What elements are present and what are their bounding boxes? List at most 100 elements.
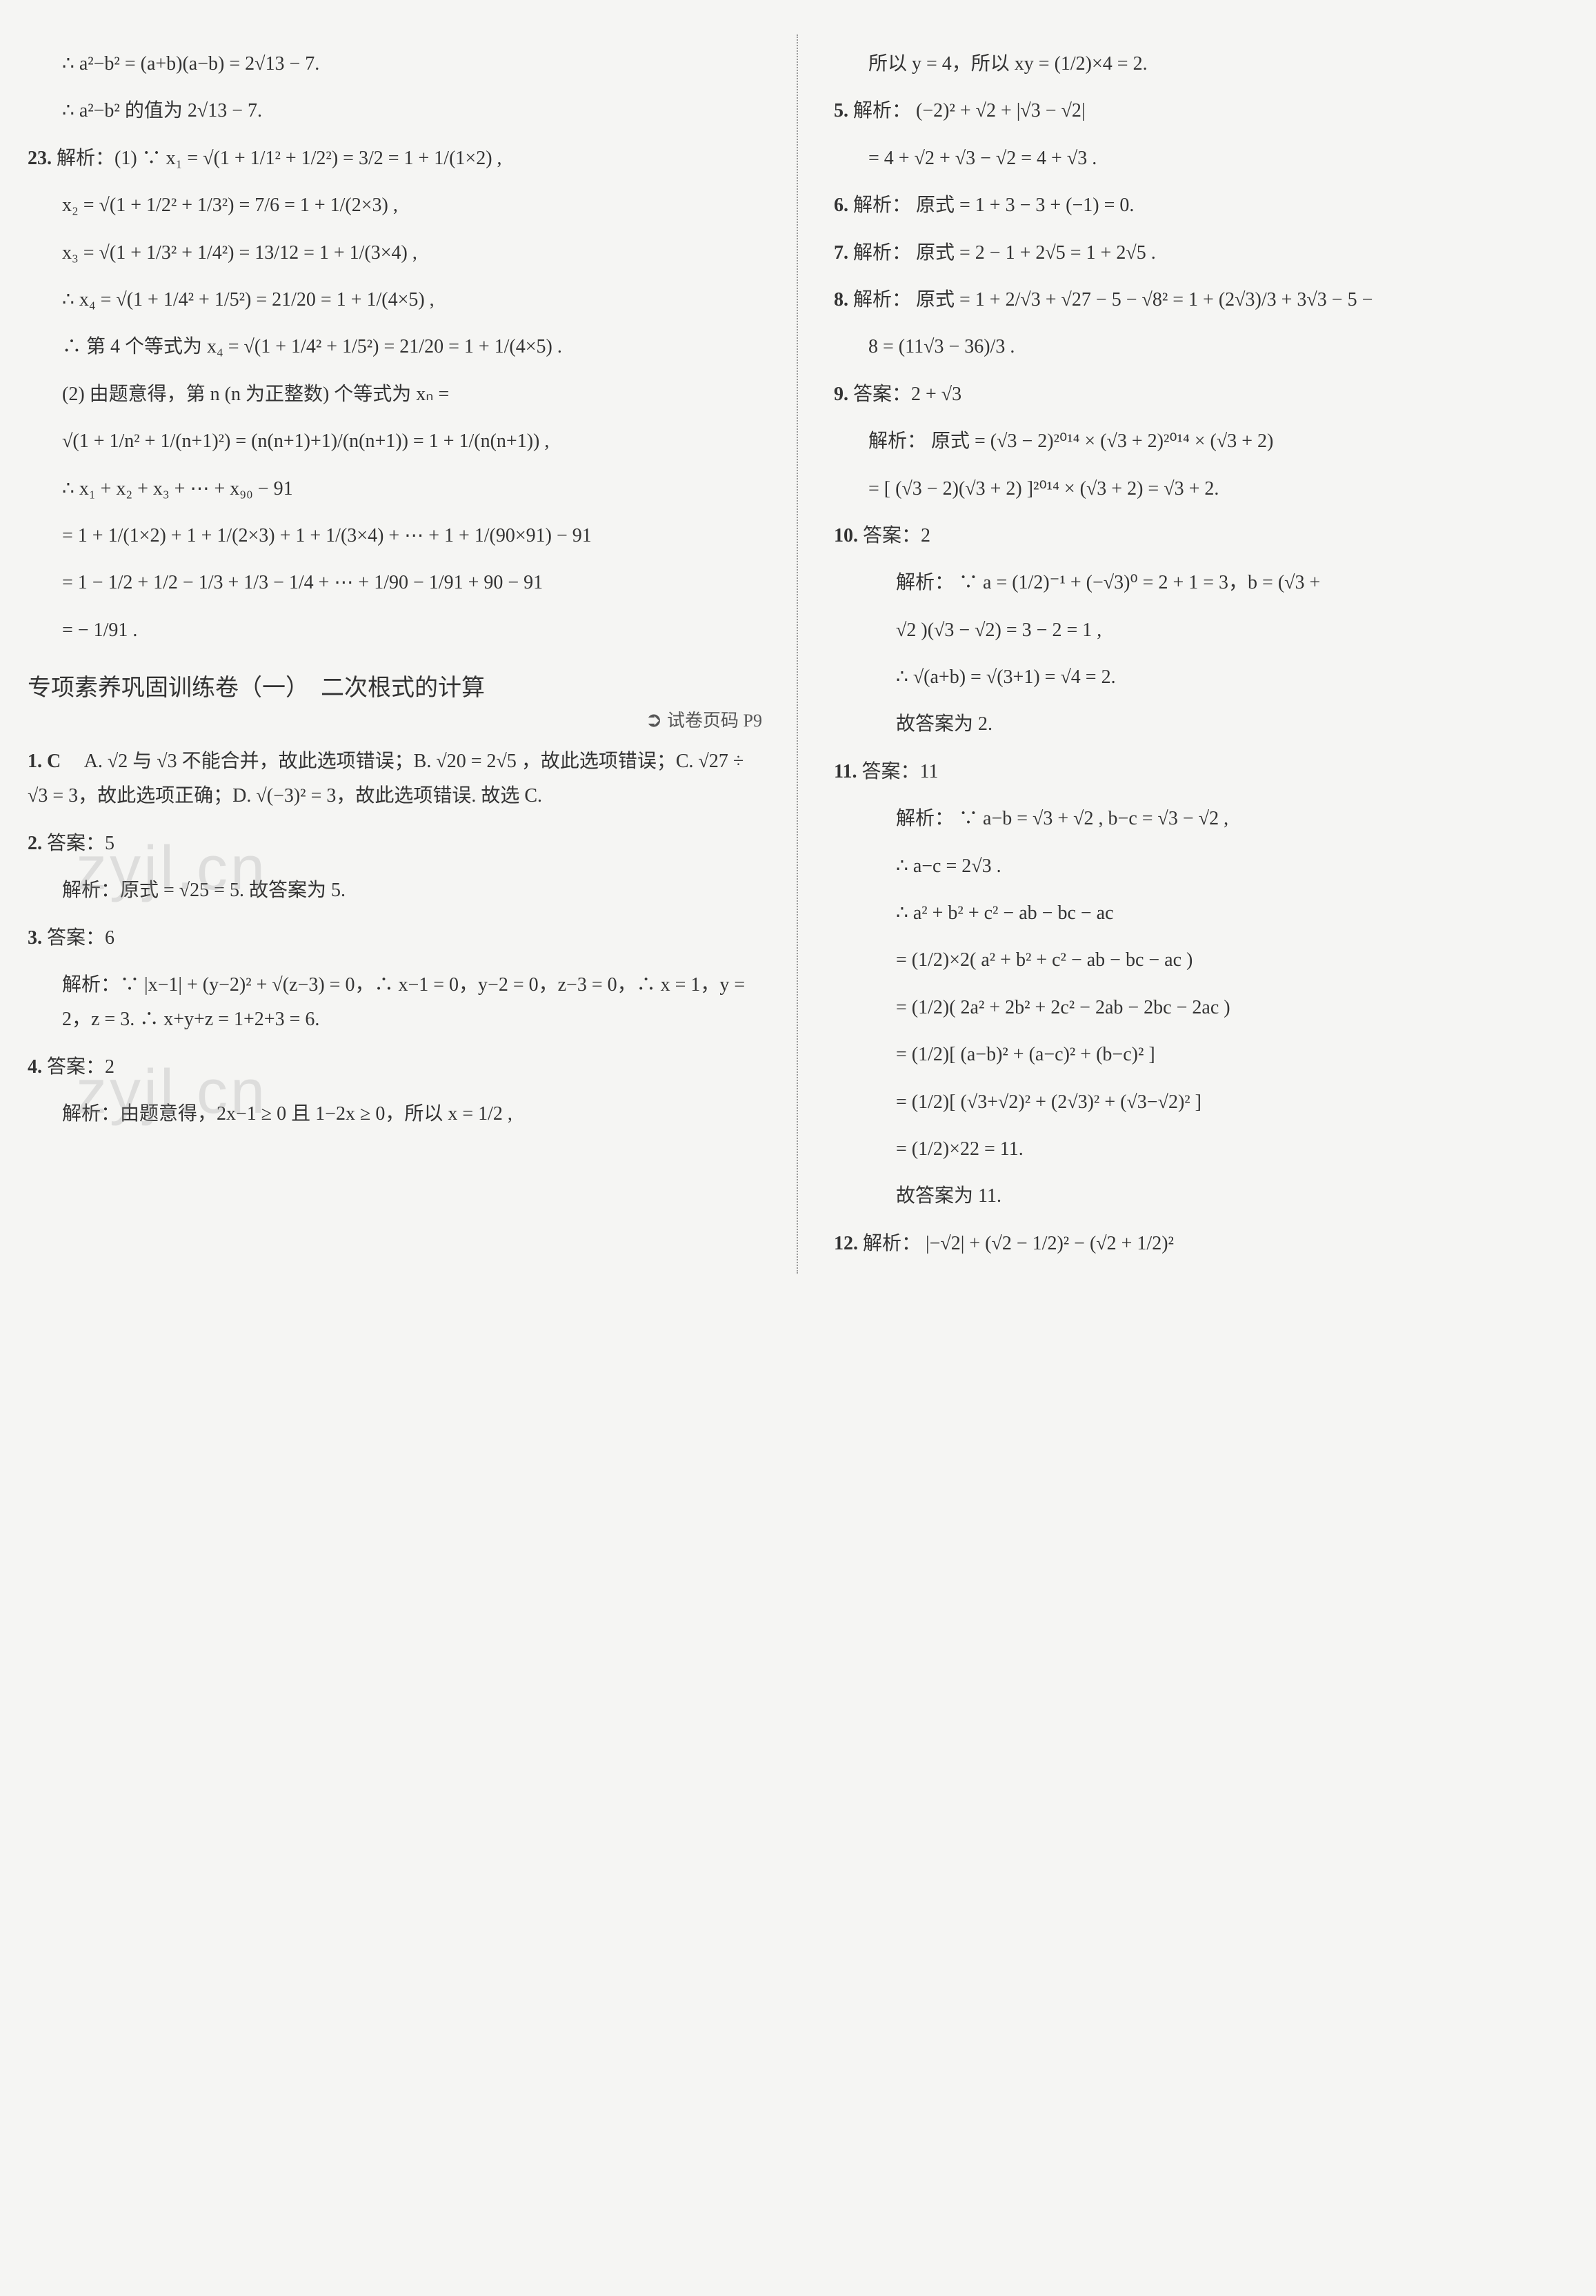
q9-exp-line1: 解析： 原式 = (√3 − 2)²⁰¹⁴ × (√3 + 2)²⁰¹⁴ × (… [834, 424, 1568, 459]
q8-label: 解析： [853, 289, 911, 310]
q9-exp-label: 解析： [868, 430, 926, 452]
q10-l1: ∵ a = (1/2)⁻¹ + (−√3)⁰ = 2 + 1 = 3，b = (… [959, 572, 1320, 593]
q12-body: |−√2| + (√2 − 1/2)² − (√2 + 1/2)² [926, 1233, 1174, 1254]
q11-l7: = (1/2)[ (√3+√2)² + (2√3)² + (√3−√2)² ] [834, 1085, 1568, 1120]
q7-line: 7. 解析： 原式 = 2 − 1 + 2√5 = 1 + 2√5 . [834, 236, 1568, 270]
q9-l2: = [ (√3 − 2)(√3 + 2) ]²⁰¹⁴ × (√3 + 2) = … [834, 472, 1568, 506]
q2-answer-line: 2. 答案：5 [28, 827, 762, 861]
q11-number: 11. [834, 761, 857, 782]
q5-number: 5. [834, 100, 848, 121]
q4-answer-line: 4. 答案：2 [28, 1050, 762, 1085]
q11-l1: ∵ a−b = √3 + √2 , b−c = √3 − √2 , [959, 808, 1228, 829]
q10-l3: ∴ √(a+b) = √(3+1) = √4 = 2. [834, 660, 1568, 695]
q6-label: 解析： [853, 195, 911, 216]
q2-number: 2. [28, 833, 42, 854]
q12-number: 12. [834, 1233, 858, 1254]
q3-exp-label: 解析： [62, 974, 120, 996]
left-column: ∴ a²−b² = (a+b)(a−b) = 2√13 − 7. ∴ a²−b²… [28, 34, 762, 1274]
q8-number: 8. [834, 289, 848, 310]
q11-l3: ∴ a² + b² + c² − ab − bc − ac [834, 896, 1568, 931]
page-root: ∴ a²−b² = (a+b)(a−b) = 2√13 − 7. ∴ a²−b²… [28, 34, 1568, 1274]
q23-line-1: 23. 解析：(1) ∵ x₁ = √(1 + 1/1² + 1/2²) = 3… [28, 141, 762, 176]
q9-ans: 2 + √3 [911, 384, 961, 405]
q3-number: 3. [28, 927, 42, 949]
q2-ans-label: 答案： [47, 833, 105, 854]
q9-answer-line: 9. 答案：2 + √3 [834, 377, 1568, 412]
q23-l8: ∴ x₁ + x₂ + x₃ + ⋯ + x₉₀ − 91 [28, 472, 762, 506]
q23-l1: 解析：(1) ∵ x₁ = √(1 + 1/1² + 1/2²) = 3/2 =… [57, 148, 502, 169]
q6-body: 原式 = 1 + 3 − 3 + (−1) = 0. [916, 195, 1134, 216]
q11-l2: ∴ a−c = 2√3 . [834, 849, 1568, 884]
q11-l6: = (1/2)[ (a−b)² + (a−c)² + (b−c)² ] [834, 1038, 1568, 1072]
q4-ans-label: 答案： [47, 1056, 105, 1078]
q7-label: 解析： [853, 242, 911, 264]
pretext-line-2: ∴ a²−b² 的值为 2√13 − 7. [28, 94, 762, 128]
q5-label: 解析： [853, 100, 911, 121]
q2-block: zyjl.cn 2. 答案：5 解析：原式 = √25 = 5. 故答案为 5. [28, 827, 762, 909]
q6-number: 6. [834, 195, 848, 216]
q8-body1: 原式 = 1 + 2/√3 + √27 − 5 − √8² = 1 + (2√3… [916, 289, 1373, 310]
pretext-line-1: ∴ a²−b² = (a+b)(a−b) = 2√13 − 7. [28, 47, 762, 81]
q9-ans-label: 答案： [853, 384, 911, 405]
q7-body: 原式 = 2 − 1 + 2√5 = 1 + 2√5 . [916, 242, 1156, 264]
q7-number: 7. [834, 242, 848, 264]
q5-l2: = 4 + √2 + √3 − √2 = 4 + √3 . [834, 141, 1568, 176]
q4-exp-line: 解析：由题意得，2x−1 ≥ 0 且 1−2x ≥ 0，所以 x = 1/2 , [28, 1097, 762, 1131]
q5-body1: (−2)² + √2 + |√3 − √2| [916, 100, 1086, 121]
q6-line: 6. 解析： 原式 = 1 + 3 − 3 + (−1) = 0. [834, 188, 1568, 223]
q23-l4: ∴ x₄ = √(1 + 1/4² + 1/5²) = 21/20 = 1 + … [28, 283, 762, 317]
q23-l9: = 1 + 1/(1×2) + 1 + 1/(2×3) + 1 + 1/(3×4… [28, 519, 762, 553]
q10-l2: √2 )(√3 − √2) = 3 − 2 = 1 , [834, 613, 1568, 648]
q11-l9: 故答案为 11. [834, 1179, 1568, 1214]
q3-ans-label: 答案： [47, 927, 105, 949]
q2-ans: 5 [105, 833, 114, 854]
q11-answer-line: 11. 答案：11 [834, 755, 1568, 789]
page-ref-text: 试卷页码 P9 [667, 711, 762, 731]
q4-number: 4. [28, 1056, 42, 1078]
q8-l2: 8 = (11√3 − 36)/3 . [834, 330, 1568, 364]
q5-l1: 5. 解析： (−2)² + √2 + |√3 − √2| [834, 94, 1568, 128]
q11-l5: = (1/2)( 2a² + 2b² + 2c² − 2ab − 2bc − 2… [834, 991, 1568, 1025]
q4-exp-label: 解析： [62, 1103, 120, 1125]
arrow-icon: ➲ [645, 709, 662, 731]
column-divider [797, 34, 799, 1274]
q10-answer-line: 10. 答案：2 [834, 519, 1568, 553]
q23-l11: = − 1/91 . [28, 613, 762, 648]
q3-exp-line: 解析：∵ |x−1| + (y−2)² + √(z−3) = 0，∴ x−1 =… [28, 968, 762, 1038]
q10-l4: 故答案为 2. [834, 707, 1568, 742]
q23-l7: √(1 + 1/n² + 1/(n+1)²) = (n(n+1)+1)/(n(n… [28, 424, 762, 459]
q4-block: zyjl.cn 4. 答案：2 解析：由题意得，2x−1 ≥ 0 且 1−2x … [28, 1050, 762, 1132]
q11-exp-line1: 解析： ∵ a−b = √3 + √2 , b−c = √3 − √2 , [834, 802, 1568, 836]
q3-exp: ∵ |x−1| + (y−2)² + √(z−3) = 0，∴ x−1 = 0，… [62, 974, 745, 1030]
q23-l6: (2) 由题意得，第 n (n 为正整数) 个等式为 xₙ = [28, 377, 762, 412]
q8-l1: 8. 解析： 原式 = 1 + 2/√3 + √27 − 5 − √8² = 1… [834, 283, 1568, 317]
q2-exp-label: 解析： [62, 880, 120, 901]
q23-l5: ∴ 第 4 个等式为 x₄ = √(1 + 1/4² + 1/5²) = 21/… [28, 330, 762, 364]
q11-l8: = (1/2)×22 = 11. [834, 1132, 1568, 1167]
q2-exp: 原式 = √25 = 5. 故答案为 5. [120, 880, 346, 901]
q1-number: 1. [28, 751, 42, 772]
q1-line: 1. C A. √2 与 √3 不能合并，故此选项错误；B. √20 = 2√5… [28, 744, 762, 814]
q12-label: 解析： [863, 1233, 921, 1254]
q9-l1: 原式 = (√3 − 2)²⁰¹⁴ × (√3 + 2)²⁰¹⁴ × (√3 +… [931, 430, 1273, 452]
q9-number: 9. [834, 384, 848, 405]
section-title: 专项素养巩固训练卷（一） 二次根式的计算 [28, 669, 762, 702]
q23-l10: = 1 − 1/2 + 1/2 − 1/3 + 1/3 − 1/4 + ⋯ + … [28, 566, 762, 600]
q10-ans: 2 [921, 525, 930, 546]
q10-exp-line1: 解析： ∵ a = (1/2)⁻¹ + (−√3)⁰ = 2 + 1 = 3，b… [834, 566, 1568, 600]
q11-l4: = (1/2)×2( a² + b² + c² − ab − bc − ac ) [834, 943, 1568, 978]
section-page-ref: ➲ 试卷页码 P9 [28, 706, 762, 732]
q3-ans: 6 [105, 927, 114, 949]
q2-exp-line: 解析：原式 = √25 = 5. 故答案为 5. [28, 873, 762, 908]
q23-number: 23. [28, 148, 52, 169]
q4c-l1: 所以 y = 4，所以 xy = (1/2)×4 = 2. [834, 47, 1568, 81]
q23-l3: x₃ = √(1 + 1/3² + 1/4²) = 13/12 = 1 + 1/… [28, 236, 762, 270]
q11-exp-label: 解析： [896, 808, 954, 829]
right-column: 所以 y = 4，所以 xy = (1/2)×4 = 2. 5. 解析： (−2… [834, 34, 1568, 1274]
q1-answer: C [47, 751, 61, 772]
q3-answer-line: 3. 答案：6 [28, 921, 762, 956]
q10-number: 10. [834, 525, 858, 546]
q11-ans-label: 答案： [861, 761, 919, 782]
q1-body: A. √2 与 √3 不能合并，故此选项错误；B. √20 = 2√5 ，故此选… [28, 751, 744, 806]
q4-exp: 由题意得，2x−1 ≥ 0 且 1−2x ≥ 0，所以 x = 1/2 , [120, 1103, 512, 1125]
